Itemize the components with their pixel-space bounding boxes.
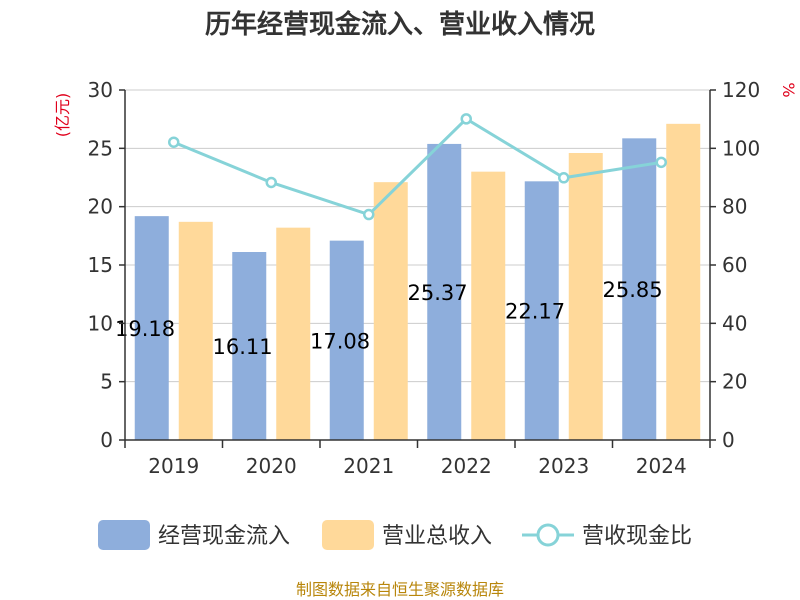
bar-cash-inflow — [622, 138, 657, 440]
data-label-cash-inflow: 25.378 — [408, 281, 481, 305]
x-tick-label: 2021 — [343, 454, 394, 478]
legend-label-cash-inflow: 经营现金流入 — [158, 524, 290, 549]
y-left-tick-label: 20 — [88, 195, 113, 219]
bar-revenue — [276, 227, 311, 440]
x-tick-label: 2019 — [148, 454, 199, 478]
y-right-tick-label: 120 — [722, 78, 760, 102]
y-left-unit-label: (亿元) — [53, 93, 72, 138]
y-right-tick-label: 0 — [722, 428, 735, 452]
axes: 0 5 10 15 20 25 30 0 20 40 60 80 100 120 2019 2020 2021 2… — [88, 78, 761, 478]
data-label-cash-inflow: 17.088 — [310, 329, 383, 353]
ratio-point — [363, 208, 375, 221]
source-note: 制图数据来自恒生聚源数据库 — [296, 580, 504, 599]
y-right-unit-label: % — [779, 82, 798, 97]
x-tick-label: 2022 — [441, 454, 492, 478]
ratio-line — [168, 113, 667, 221]
y-left-tick-label: 0 — [100, 428, 113, 452]
data-label-cash-inflow: 22.173 — [505, 300, 578, 324]
data-label-cash-inflow: 25.857 — [603, 278, 676, 302]
bar-cash-inflow — [232, 252, 267, 440]
grid-lines — [125, 89, 710, 383]
legend-swatch-revenue — [322, 520, 374, 550]
data-label-cash-inflow: 19.188 — [115, 317, 188, 341]
x-tick-label: 2020 — [246, 454, 297, 478]
x-tick-label: 2024 — [636, 454, 687, 478]
ratio-point — [460, 113, 472, 125]
ratio-point — [265, 176, 277, 189]
bar-revenue — [178, 221, 213, 440]
ratio-point — [168, 136, 180, 148]
bars — [134, 123, 701, 440]
y-right-tick-label: 20 — [722, 370, 747, 394]
bar-revenue — [471, 171, 506, 440]
bar-cash-inflow — [427, 143, 462, 440]
legend-label-ratio: 营收现金比 — [582, 524, 692, 549]
legend-label-revenue: 营业总收入 — [382, 524, 492, 549]
chart-title: 历年经营现金流入、营业收入情况 — [205, 9, 595, 40]
bar-revenue — [666, 123, 701, 440]
x-tick-label: 2023 — [538, 454, 589, 478]
ratio-point — [558, 172, 570, 184]
ratio-point — [655, 156, 667, 169]
legend-marker-ratio — [536, 523, 560, 547]
y-left-tick-label: 30 — [88, 78, 113, 102]
y-right-tick-label: 80 — [722, 195, 747, 219]
legend-swatch-cash-inflow — [98, 520, 150, 550]
y-left-tick-label: 25 — [88, 136, 113, 160]
ratio-polyline — [173, 116, 662, 217]
bar-cash-inflow — [329, 240, 364, 440]
y-left-tick-label: 5 — [100, 370, 113, 394]
bar-cash-inflow — [524, 181, 559, 440]
y-right-tick-label: 60 — [722, 253, 747, 277]
y-right-tick-label: 100 — [722, 136, 760, 160]
bar-cash-inflow — [134, 216, 169, 440]
bar-revenue — [568, 153, 603, 440]
y-left-tick-label: 15 — [88, 253, 113, 277]
bar-revenue — [373, 182, 408, 440]
y-left-tick-label: 10 — [88, 311, 113, 335]
legend: 经营现金流入 营业总收入 营收现金比 — [98, 520, 692, 550]
y-right-tick-label: 40 — [722, 311, 747, 335]
data-label-cash-inflow: 16.114 — [213, 335, 286, 359]
